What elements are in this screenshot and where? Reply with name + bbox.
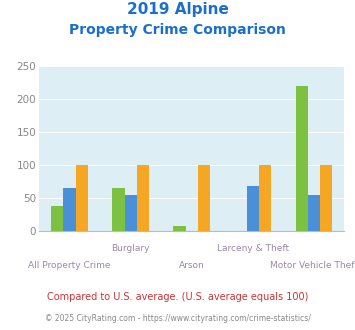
Text: © 2025 CityRating.com - https://www.cityrating.com/crime-statistics/: © 2025 CityRating.com - https://www.city… [45, 314, 310, 323]
Bar [198, 165, 210, 231]
Text: Larceny & Theft: Larceny & Theft [217, 244, 289, 253]
Bar [259, 165, 271, 231]
Bar [137, 165, 149, 231]
Text: Burglary: Burglary [111, 244, 150, 253]
Text: Property Crime Comparison: Property Crime Comparison [69, 23, 286, 37]
Bar [64, 188, 76, 231]
Text: Motor Vehicle Theft: Motor Vehicle Theft [270, 261, 355, 270]
Text: Arson: Arson [179, 261, 204, 270]
Text: 2019 Alpine: 2019 Alpine [127, 2, 228, 16]
Text: All Property Crime: All Property Crime [28, 261, 111, 270]
Bar [308, 195, 320, 231]
Bar [247, 186, 259, 231]
Bar [320, 165, 332, 231]
Text: Compared to U.S. average. (U.S. average equals 100): Compared to U.S. average. (U.S. average … [47, 292, 308, 302]
Bar [125, 195, 137, 231]
Bar [295, 86, 308, 231]
Legend: Alpine, New Jersey, National: Alpine, New Jersey, National [55, 328, 328, 330]
Bar [173, 226, 186, 231]
Bar [76, 165, 88, 231]
Bar [112, 188, 125, 231]
Bar [51, 206, 64, 231]
